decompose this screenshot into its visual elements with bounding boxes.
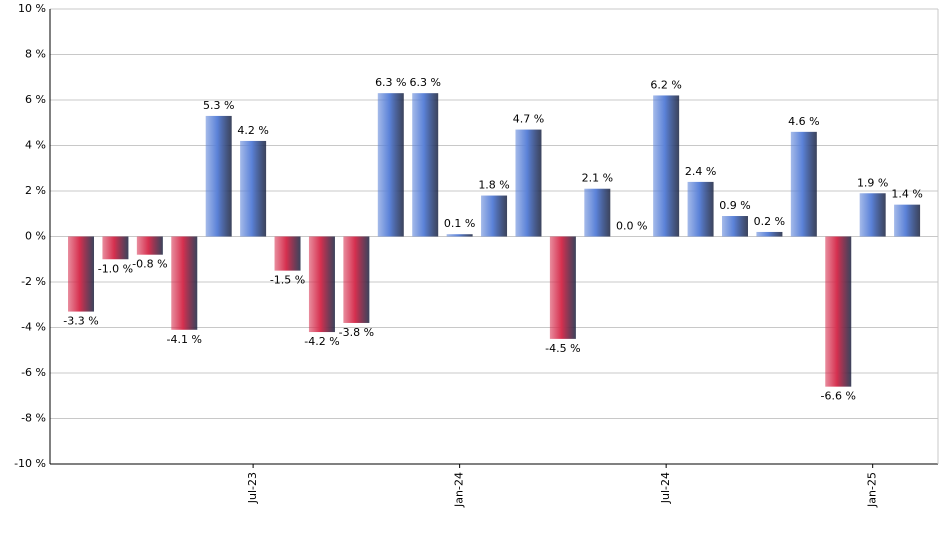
bar [68,236,95,312]
value-label: -4.1 % [167,333,202,346]
value-label: -1.5 % [270,274,305,287]
y-tick-label: -4 % [21,321,46,334]
value-label: 2.1 % [582,172,613,185]
bar [584,188,611,237]
bar [756,231,783,237]
bar [825,236,852,387]
bar [308,236,335,333]
value-label: 1.8 % [478,179,509,192]
y-tick-label: -6 % [21,366,46,379]
value-label: 4.2 % [237,124,268,137]
value-label: 0.9 % [719,199,750,212]
y-tick-label: 8 % [25,48,46,61]
bar [412,93,439,237]
value-label: -1.0 % [98,262,133,275]
value-label: 1.9 % [857,176,888,189]
x-tick-label: Jan-25 [866,472,879,508]
bar [894,204,921,237]
y-tick-label: -10 % [14,457,46,470]
y-tick-label: -8 % [21,412,46,425]
value-label: -3.3 % [63,315,98,328]
bar [205,115,232,237]
bar [377,93,404,237]
bar [515,129,542,237]
y-tick-label: 10 % [18,2,46,15]
y-tick-label: 0 % [25,230,46,243]
value-label: 4.7 % [513,113,544,126]
bar [102,236,129,260]
value-label: 6.3 % [409,76,440,89]
bar [721,216,748,237]
x-tick-label: Jan-24 [453,472,466,508]
y-tick-label: -2 % [21,275,46,288]
value-label: -3.8 % [339,326,374,339]
bar [653,95,680,237]
bar [343,236,370,323]
value-label: 2.4 % [685,165,716,178]
bar [790,131,817,237]
value-label: 6.3 % [375,76,406,89]
bar [136,236,163,255]
value-label: -4.2 % [304,335,339,348]
x-tick-label: Jul-24 [659,472,672,504]
value-label: 0.0 % [616,220,647,233]
bar [240,140,267,237]
value-label: 0.1 % [444,217,475,230]
value-label: -0.8 % [132,258,167,271]
bar [481,195,508,237]
bar [687,181,714,237]
x-tick-label: Jul-23 [246,472,259,504]
value-label: 1.4 % [891,188,922,201]
y-tick-label: 2 % [25,184,46,197]
bar [859,193,886,237]
bar [171,236,198,330]
value-label: 4.6 % [788,115,819,128]
value-label: -4.5 % [545,342,580,355]
y-tick-label: 6 % [25,93,46,106]
y-tick-label: 4 % [25,139,46,152]
bar [274,236,301,271]
value-label: 0.2 % [754,215,785,228]
value-label: 5.3 % [203,99,234,112]
value-label: -6.6 % [821,390,856,403]
bar [446,234,473,237]
bar [549,236,576,339]
value-label: 6.2 % [650,78,681,91]
